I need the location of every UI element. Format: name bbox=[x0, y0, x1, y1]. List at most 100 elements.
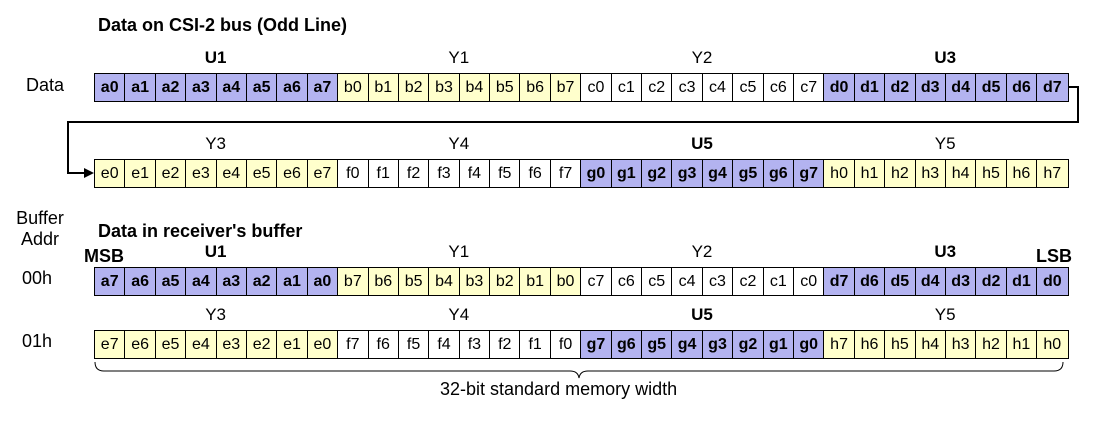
group-label-y4: Y4 bbox=[448, 305, 470, 324]
byte-cell-b6: b6 bbox=[368, 268, 399, 295]
byte-cell-a4: a4 bbox=[186, 268, 217, 295]
byte-cell-h4: h4 bbox=[945, 160, 977, 187]
byte-cell-h2: h2 bbox=[976, 331, 1007, 358]
byte-cell-b0: b0 bbox=[338, 74, 369, 101]
wrap-arrow-line bbox=[67, 86, 1079, 174]
byte-cell-e2: e2 bbox=[155, 160, 187, 187]
byte-cell-d2: d2 bbox=[885, 74, 916, 101]
byte-cell-e1: e1 bbox=[125, 160, 156, 187]
lsb-label: LSB bbox=[1036, 246, 1072, 266]
byte-cell-f2: f2 bbox=[398, 160, 430, 187]
byte-cell-g7: g7 bbox=[793, 160, 825, 187]
byte-cell-f5: f5 bbox=[398, 331, 430, 358]
byte-cell-e6: e6 bbox=[125, 331, 156, 358]
byte-cell-b3: b3 bbox=[459, 268, 491, 295]
byte-cell-f4: f4 bbox=[459, 160, 491, 187]
byte-cell-b7: b7 bbox=[338, 268, 369, 295]
byte-cell-b1: b1 bbox=[368, 74, 399, 101]
byte-cell-a4: a4 bbox=[216, 74, 247, 101]
byte-cell-d4: d4 bbox=[915, 268, 946, 295]
bottom-title: Data in receiver's buffer bbox=[98, 221, 303, 241]
byte-cell-g2: g2 bbox=[642, 160, 673, 187]
byte-cell-c5: c5 bbox=[642, 268, 673, 295]
byte-cell-c7: c7 bbox=[793, 74, 825, 101]
byte-cell-e3: e3 bbox=[186, 160, 217, 187]
byte-cell-f3: f3 bbox=[429, 160, 460, 187]
group-label-u5: U5 bbox=[691, 305, 713, 324]
byte-cell-g3: g3 bbox=[672, 160, 703, 187]
group-label-y1: Y1 bbox=[448, 242, 470, 261]
byte-cell-b0: b0 bbox=[550, 268, 582, 295]
byte-cell-f0: f0 bbox=[550, 331, 582, 358]
byte-cell-a3: a3 bbox=[186, 74, 217, 101]
byte-cell-h5: h5 bbox=[885, 331, 916, 358]
byte-cell-a6: a6 bbox=[125, 268, 156, 295]
byte-cell-d0: d0 bbox=[824, 74, 855, 101]
byte-cell-e5: e5 bbox=[246, 160, 278, 187]
byte-cell-d6: d6 bbox=[1006, 74, 1038, 101]
byte-cell-h5: h5 bbox=[976, 160, 1007, 187]
byte-cell-c5: c5 bbox=[733, 74, 764, 101]
byte-cell-g6: g6 bbox=[611, 331, 643, 358]
group-label-y5: Y5 bbox=[934, 134, 956, 153]
byte-cell-h3: h3 bbox=[915, 160, 946, 187]
byte-cell-a0: a0 bbox=[307, 268, 339, 295]
byte-cell-h1: h1 bbox=[854, 160, 886, 187]
byte-cell-g6: g6 bbox=[763, 160, 794, 187]
byte-cell-g1: g1 bbox=[763, 331, 794, 358]
byte-cell-h7: h7 bbox=[824, 331, 855, 358]
byte-cell-c6: c6 bbox=[763, 74, 794, 101]
byte-cell-b7: b7 bbox=[550, 74, 582, 101]
byte-cell-c3: c3 bbox=[672, 74, 703, 101]
byte-cell-a6: a6 bbox=[277, 74, 308, 101]
group-label-y5: Y5 bbox=[934, 305, 956, 324]
memory-width-label: 32-bit standard memory width bbox=[440, 379, 678, 399]
byte-cell-f6: f6 bbox=[520, 160, 551, 187]
bus-row-1: a0 a1 a2 a3 a4 a5 a6 a7 b0 b1 b2 b3 b4 b5 b6 b7 c0 c1 c2 c3… bbox=[94, 73, 1069, 102]
byte-cell-d6: d6 bbox=[854, 268, 886, 295]
byte-cell-g0: g0 bbox=[581, 160, 612, 187]
byte-cell-d3: d3 bbox=[945, 268, 977, 295]
byte-cell-c6: c6 bbox=[611, 268, 643, 295]
msb-label: MSB bbox=[84, 246, 124, 266]
data-label: Data bbox=[26, 75, 65, 95]
byte-cell-g5: g5 bbox=[642, 331, 673, 358]
byte-cell-d7: d7 bbox=[1037, 74, 1068, 101]
byte-cell-e0: e0 bbox=[95, 160, 126, 187]
group-label-y4: Y4 bbox=[448, 134, 470, 153]
byte-cell-d5: d5 bbox=[976, 74, 1007, 101]
byte-cell-h6: h6 bbox=[1006, 160, 1038, 187]
group-label-u5: U5 bbox=[691, 134, 713, 153]
byte-cell-c2: c2 bbox=[733, 268, 764, 295]
byte-cell-g4: g4 bbox=[672, 331, 703, 358]
byte-cell-e0: e0 bbox=[307, 331, 339, 358]
group-label-y3: Y3 bbox=[205, 305, 226, 324]
byte-cell-c3: c3 bbox=[702, 268, 734, 295]
group-label-u1: U1 bbox=[204, 242, 227, 261]
byte-cell-a5: a5 bbox=[155, 268, 187, 295]
buffer-label-line-2: Addr bbox=[20, 229, 60, 249]
byte-cell-f1: f1 bbox=[520, 331, 551, 358]
byte-cell-b1: b1 bbox=[520, 268, 551, 295]
byte-cell-e2: e2 bbox=[246, 331, 278, 358]
byte-cell-f5: f5 bbox=[490, 160, 521, 187]
group-label-y1: Y1 bbox=[448, 48, 470, 67]
byte-cell-e4: e4 bbox=[216, 160, 247, 187]
byte-cell-b4: b4 bbox=[429, 268, 460, 295]
byte-cell-g3: g3 bbox=[702, 331, 734, 358]
buffer-row-00h: a7 a6 a5 a4 a3 a2 a1 a0 b7 b6 b5 b4 b3 b2 b1 b0 c7 c6 c5 c4… bbox=[94, 267, 1069, 296]
byte-cell-b6: b6 bbox=[520, 74, 551, 101]
byte-cell-c1: c1 bbox=[611, 74, 643, 101]
byte-cell-g5: g5 bbox=[733, 160, 764, 187]
addr-label-00h: 00h bbox=[22, 268, 53, 288]
byte-cell-c7: c7 bbox=[581, 268, 612, 295]
byte-cell-e4: e4 bbox=[186, 331, 217, 358]
byte-cell-d5: d5 bbox=[885, 268, 916, 295]
byte-cell-e1: e1 bbox=[277, 331, 308, 358]
byte-cell-c1: c1 bbox=[763, 268, 794, 295]
byte-cell-h2: h2 bbox=[885, 160, 916, 187]
group-label-y2: Y2 bbox=[691, 242, 713, 261]
byte-cell-d0: d0 bbox=[1037, 268, 1068, 295]
byte-cell-h0: h0 bbox=[1037, 331, 1068, 358]
